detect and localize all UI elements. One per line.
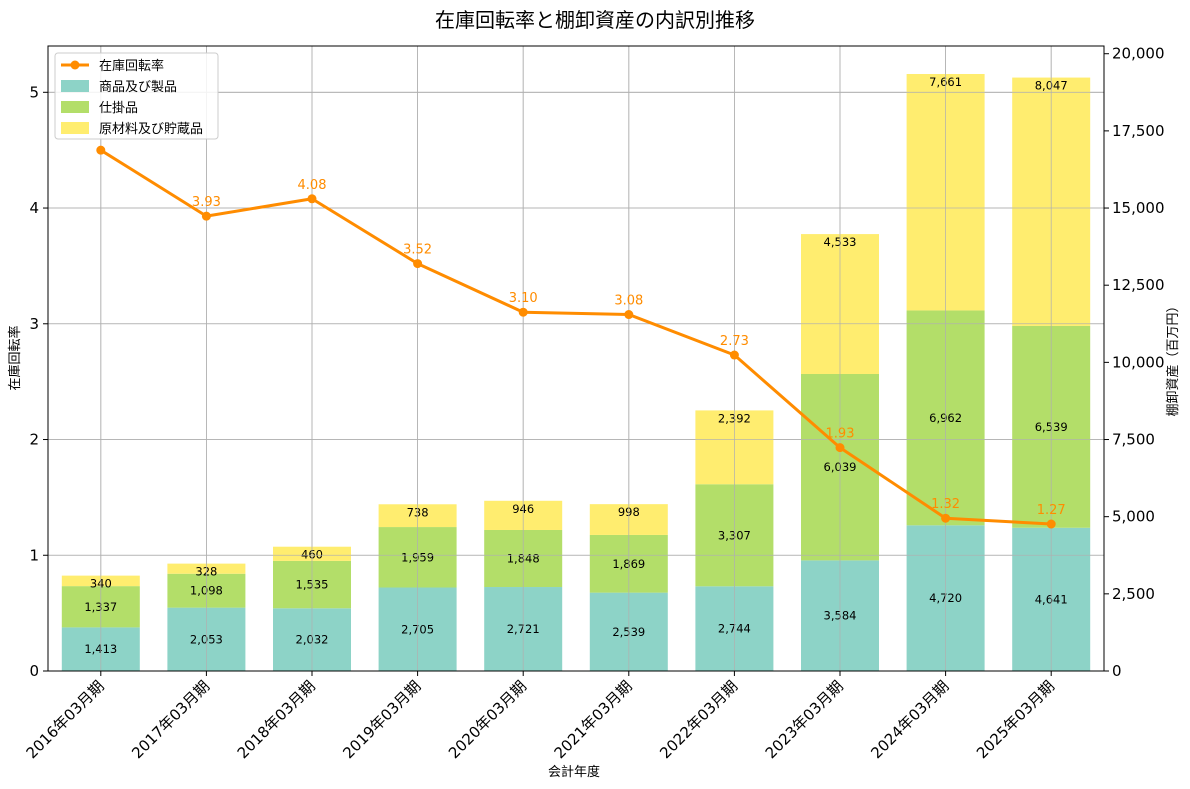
- right-axis-tick-label: 20,000: [1112, 45, 1165, 63]
- turnover-point-label: 1.93: [826, 427, 855, 442]
- turnover-line: 3.93 4.08 3.52 3.10 3.08 2.73 1.93 1.32 1.27: [48, 46, 1104, 672]
- chart-title: 在庫回転率と棚卸資産の内訳別推移: [435, 8, 755, 32]
- turnover-point: [1046, 519, 1056, 529]
- turnover-point: [201, 211, 211, 221]
- stacked-bars: 1,4131,3373402,0531,0983282,0321,5354602…: [61, 73, 1091, 671]
- right-axis-tick-label: 5,000: [1112, 508, 1155, 526]
- plot-frame: [47, 45, 1105, 672]
- legend-box: [54, 52, 219, 140]
- turnover-point: [835, 443, 845, 453]
- x-axis-tick-label: 2016年03月期: [23, 677, 108, 762]
- right-axis-tick-label: 12,500: [1112, 276, 1165, 294]
- legend-marker: [70, 60, 80, 70]
- left-axis-tick-label: 5: [29, 83, 39, 101]
- legend-color-swatch: [61, 122, 89, 134]
- turnover-point: [624, 310, 634, 320]
- legend-entry-label: 仕掛品: [99, 101, 138, 116]
- x-axis-title: 会計年度: [548, 764, 600, 780]
- turnover-point-label: 3.10: [509, 291, 538, 306]
- turnover-point: [96, 145, 106, 155]
- turnover-point: [413, 259, 423, 269]
- left-axis-title: 在庫回転率: [7, 325, 23, 390]
- left-axis-tick-label: 0: [29, 662, 39, 680]
- x-axis-tick-label: 2019年03月期: [339, 677, 424, 762]
- right-axis-tick-label: 2,500: [1112, 585, 1155, 603]
- right-axis-tick-label: 0: [1112, 662, 1122, 680]
- left-axis-tick-label: 4: [29, 199, 39, 217]
- right-axis-tick-label: 17,500: [1112, 122, 1165, 140]
- x-axis-tick-label: 2020年03月期: [445, 677, 530, 762]
- left-axis-tick-label: 3: [29, 315, 39, 333]
- turnover-point: [729, 350, 739, 360]
- left-axis-tick-label: 2: [29, 431, 39, 449]
- turnover-point-label: 3.93: [192, 195, 221, 210]
- turnover-point-label: 3.52: [403, 243, 432, 258]
- x-axis-tick-label: 2024年03月期: [867, 677, 952, 762]
- legend-color-swatch: [61, 101, 89, 113]
- turnover-point-label: 1.27: [1037, 503, 1066, 518]
- x-axis-tick-label: 2021年03月期: [551, 677, 636, 762]
- turnover-point-label: 2.73: [720, 334, 749, 349]
- right-axis-tick-label: 7,500: [1112, 431, 1155, 449]
- legend-color-swatch: [61, 80, 89, 92]
- turnover-point: [518, 307, 528, 317]
- turnover-point-label: 1.32: [931, 497, 960, 512]
- turnover-point: [307, 194, 317, 204]
- left-axis-tick-label: 1: [29, 546, 39, 564]
- turnover-point-label: 3.08: [614, 294, 643, 309]
- turnover-point-label: 4.08: [298, 178, 327, 193]
- x-axis-tick-label: 2022年03月期: [656, 677, 741, 762]
- x-axis-tick-label: 2025年03月期: [973, 677, 1058, 762]
- right-axis-tick-label: 10,000: [1112, 353, 1165, 371]
- turnover-line-path: [100, 148, 1052, 526]
- legend-entry-label: 原材料及び貯蔵品: [99, 122, 203, 137]
- x-axis-tick-label: 2018年03月期: [234, 677, 319, 762]
- right-axis-tick-label: 15,000: [1112, 199, 1165, 217]
- legend-entry-label: 商品及び製品: [99, 80, 177, 95]
- right-axis-title: 棚卸資産（百万円）: [1165, 299, 1181, 416]
- x-axis-tick-label: 2017年03月期: [128, 677, 213, 762]
- turnover-point: [941, 513, 951, 523]
- legend-entry-label: 在庫回転率: [99, 58, 164, 74]
- x-axis-tick-label: 2023年03月期: [762, 677, 847, 762]
